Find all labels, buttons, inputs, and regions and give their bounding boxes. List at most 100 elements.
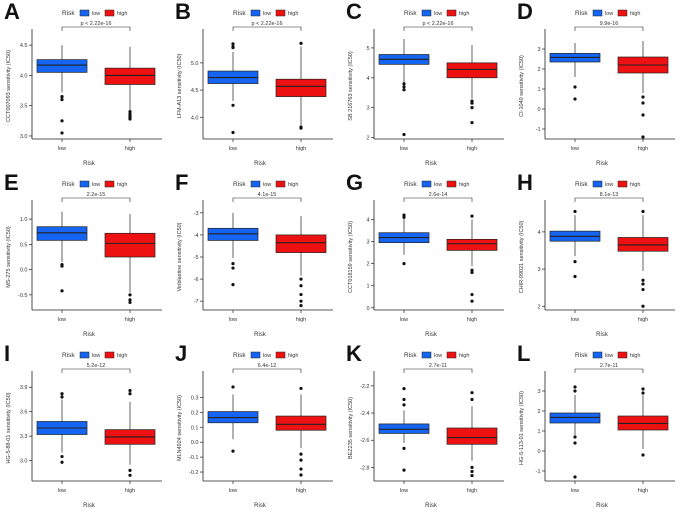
box-body (275, 234, 327, 253)
legend-label-low: low (92, 182, 100, 188)
y-tick-label: 1 (366, 284, 369, 290)
outlier-point (60, 95, 64, 99)
pvalue-label: 9.9e-16 (600, 21, 619, 27)
legend-swatch-high (275, 351, 286, 359)
outlier-point (299, 467, 303, 471)
pvalue-label: 2.2e-15 (87, 192, 106, 198)
outlier-point (573, 97, 577, 101)
legend-title: Risk (404, 181, 417, 188)
legend-label-high: high (459, 353, 469, 359)
panel-letter: C (346, 0, 362, 24)
legend-swatch-low (592, 180, 603, 188)
x-axis-label: Risk (83, 332, 96, 338)
outlier-point (470, 120, 474, 125)
outlier-point (470, 473, 474, 478)
pvalue-bracket (403, 197, 473, 202)
y-tick-label: 0 (537, 107, 540, 113)
x-axis-label: Risk (596, 161, 609, 167)
y-tick-label: 4.0 (191, 115, 199, 121)
box-body (446, 427, 498, 445)
y-tick-label: 0.5 (20, 242, 28, 248)
box-high (104, 214, 156, 305)
y-tick-label: 2 (537, 409, 540, 415)
x-tick-label: low (571, 488, 579, 494)
box-low (207, 212, 259, 287)
box-body (446, 62, 498, 79)
boxplot-chart: Risk low high 2.6e-14 0 1 2 3 4 CCT018159 sensiti… (348, 180, 504, 338)
panel-letter: D (517, 0, 533, 24)
legend-title: Risk (62, 10, 75, 17)
y-tick-label: -1 (536, 127, 541, 133)
x-axis-label: Risk (83, 161, 96, 167)
outlier-point (60, 395, 64, 399)
legend: Risk low high (62, 9, 127, 17)
legend-swatch-high (617, 351, 628, 359)
y-tick-label: 3 (366, 106, 369, 112)
y-tick-label: 2 (366, 262, 369, 268)
x-axis-label: Risk (596, 332, 609, 338)
y-axis-label: SB 216763 sensitivity (IC50) (348, 51, 354, 121)
x-tick-label: high (467, 488, 477, 494)
y-tick-label: 3.3 (20, 434, 28, 440)
legend-label-high: high (288, 353, 298, 359)
outlier-point (402, 386, 406, 391)
outlier-point (231, 130, 235, 135)
panel-I: Risk low high 5.2e-12 3.0 3.3 3.6 3.9 HG-5-88-01… (0, 341, 171, 514)
outlier-point (641, 113, 645, 117)
legend: Risk low high (575, 9, 640, 17)
outlier-point (299, 303, 303, 308)
outlier-point (231, 42, 235, 46)
panel-L: Risk low high 2.7e-11 -1 0 1 2 3 HG-5-113-01 sens… (513, 341, 684, 514)
x-axis-label: Risk (596, 503, 609, 509)
outlier-point (641, 287, 645, 292)
y-tick-label: 2 (537, 67, 540, 73)
legend: Risk low high (404, 9, 469, 17)
outlier-point (299, 452, 303, 456)
pvalue-label: 6.4e-12 (258, 363, 277, 369)
box-high (446, 391, 498, 478)
boxplot-chart: Risk low high 2.7e-11 -1 0 1 2 3 HG-5-113-01 sens… (519, 351, 675, 509)
legend-label-low: low (605, 11, 613, 17)
y-axis-label: HG-5-113-01 sensitivity (IC50) (519, 391, 525, 465)
y-tick-label: -0.1 (189, 455, 198, 461)
panel-C: Risk low high p < 2.22e-16 2 3 4 5 SB 216763 sen… (342, 0, 513, 172)
outlier-point (299, 299, 303, 303)
pvalue-label: p < 2.22e-16 (422, 21, 453, 27)
y-tick-label: -3 (194, 211, 199, 217)
x-axis-label: Risk (254, 332, 267, 338)
boxplot-chart: Risk low high p < 2.22e-16 4.0 4.5 5.0 LFM-A13 … (177, 9, 333, 167)
outlier-point (60, 289, 64, 293)
panel-F: Risk low high 4.1e-15 -7 -6 -5 -4 -3 Vinblastine … (171, 170, 342, 343)
y-tick-label: -4 (194, 233, 199, 239)
panel-letter: I (4, 341, 11, 366)
legend: Risk low high (233, 351, 298, 359)
outlier-point (231, 266, 235, 270)
legend-title: Risk (575, 352, 588, 359)
legend: Risk low high (404, 180, 469, 188)
outlier-point (641, 387, 645, 391)
outlier-point (231, 262, 235, 266)
outlier-point (128, 298, 132, 302)
boxplot-chart: Risk low high 8.1e-13 2 3 4 CHIR-99021 sensitiv… (519, 180, 675, 338)
boxplot-chart: Risk low high 2.7e-11 -2.8 -2.6 -2.4 -2.2 BEZ235… (348, 351, 504, 509)
y-axis-label: CCT018159 sensitivity (IC50) (348, 221, 354, 293)
boxplot-chart: Risk low high 4.1e-15 -7 -6 -5 -4 -3 Vinblastine … (177, 180, 333, 338)
legend-swatch-high (617, 180, 628, 188)
x-tick-label: low (229, 488, 237, 494)
x-tick-label: low (58, 146, 66, 152)
y-tick-label: 2 (366, 136, 369, 142)
legend-label-high: high (117, 182, 127, 188)
x-tick-label: low (229, 146, 237, 152)
legend: Risk low high (62, 351, 127, 359)
legend-swatch-low (421, 351, 432, 359)
panel-letter: A (4, 0, 20, 24)
boxplot-chart: Risk low high 6.4e-12 -0.2 -0.1 0.0 0.1 0.2 0.3 ML… (177, 351, 333, 509)
x-tick-label: high (125, 488, 135, 494)
outlier-point (641, 95, 645, 99)
panel-D: Risk low high 9.9e-16 -1 0 1 2 3 CI-1040 sensitiv… (513, 0, 684, 172)
legend-swatch-high (104, 351, 115, 359)
y-tick-label: 3.9 (20, 385, 28, 391)
box-body (104, 67, 156, 85)
outlier-point (573, 260, 577, 264)
legend-swatch-low (250, 180, 261, 188)
